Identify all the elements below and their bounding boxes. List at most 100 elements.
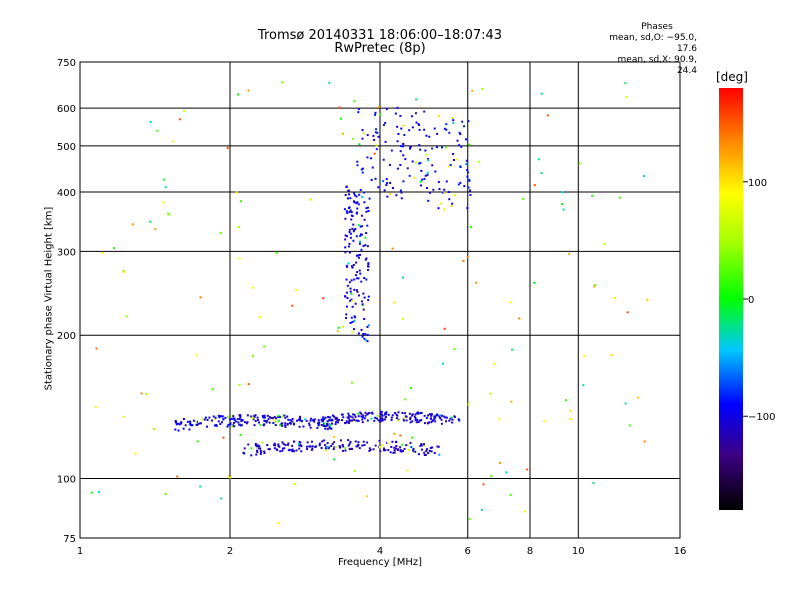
echo-point [399, 434, 402, 437]
echo-point [176, 475, 179, 478]
echo-point [451, 202, 454, 205]
echo-point [471, 89, 474, 92]
echo-point [272, 421, 275, 424]
echo-point [389, 181, 392, 184]
echo-point [399, 114, 402, 117]
echo-point [348, 242, 351, 245]
echo-point [349, 299, 352, 302]
colorbar [719, 88, 743, 510]
echo-point [247, 443, 250, 446]
echo-point [376, 414, 379, 417]
echo-point [247, 383, 250, 386]
echo-point [382, 158, 385, 161]
echo-point [363, 444, 366, 447]
echo-point [624, 402, 627, 405]
echo-point [461, 120, 464, 123]
echo-point [368, 197, 371, 200]
echo-point [400, 145, 403, 148]
echo-point [427, 199, 430, 202]
echo-point [380, 419, 383, 422]
echo-point [420, 411, 423, 414]
echo-point [328, 419, 331, 422]
echo-point [279, 450, 282, 453]
echo-point [443, 415, 446, 418]
echo-point [374, 416, 377, 419]
echo-point [419, 148, 422, 151]
echo-point [358, 240, 361, 243]
echo-point [434, 420, 437, 423]
echo-point [419, 161, 422, 164]
x-axis-label: Frequency [MHz] [337, 557, 423, 568]
echo-point [409, 416, 412, 419]
echo-point [412, 447, 415, 450]
echo-point [408, 174, 411, 177]
echo-point [313, 420, 316, 423]
echo-point [425, 153, 428, 156]
echo-point [274, 444, 277, 447]
echo-point [396, 414, 399, 417]
echo-point [447, 165, 450, 168]
echo-point [263, 416, 266, 419]
echo-point [411, 160, 414, 163]
echo-point [345, 264, 348, 267]
echo-point [385, 413, 388, 416]
echo-point [385, 178, 388, 181]
echo-point [396, 106, 399, 109]
echo-point [403, 412, 406, 415]
echo-point [357, 254, 360, 257]
echo-point [298, 444, 301, 447]
echo-point [399, 164, 402, 167]
echo-point [393, 411, 396, 414]
plot-grid [80, 62, 680, 538]
echo-point [561, 203, 564, 206]
echo-point [291, 444, 294, 447]
echo-point [324, 449, 327, 452]
echo-point [410, 446, 413, 449]
echo-point [365, 278, 368, 281]
echo-point [564, 399, 567, 402]
phase-stats-heading: Phases [641, 22, 673, 32]
echo-point [298, 447, 301, 450]
echo-point [457, 183, 460, 186]
echo-point [349, 290, 352, 293]
echo-point [226, 146, 229, 149]
echo-point [322, 416, 325, 419]
echo-point [387, 449, 390, 452]
echo-point [250, 454, 253, 457]
echo-point [360, 415, 363, 418]
echo-point [277, 414, 280, 417]
echo-point [366, 419, 369, 422]
echo-point [444, 416, 447, 419]
echo-point [450, 205, 453, 208]
echo-point [204, 416, 207, 419]
echo-point [412, 176, 415, 179]
echo-point [351, 299, 354, 302]
echo-point [603, 242, 606, 245]
echo-point [418, 128, 421, 131]
echo-point [526, 468, 529, 471]
echo-point [433, 127, 436, 130]
y-tick-label: 750 [57, 58, 76, 69]
echo-point [468, 178, 471, 181]
echo-point [406, 443, 409, 446]
echo-point [263, 419, 266, 422]
echo-point [400, 127, 403, 130]
echo-point [234, 420, 237, 423]
echo-point [299, 444, 302, 447]
echo-point [524, 510, 527, 513]
echo-point [363, 337, 366, 340]
echo-point [281, 415, 284, 418]
echo-point [131, 223, 134, 226]
echo-point [363, 417, 366, 420]
echo-point [449, 163, 452, 166]
echo-point [400, 197, 403, 200]
echo-point [509, 301, 512, 304]
echo-point [349, 209, 352, 212]
echo-point [351, 320, 354, 323]
echo-point [293, 450, 296, 453]
echo-point [366, 340, 369, 343]
echo-point [353, 278, 356, 281]
echo-point [355, 212, 358, 215]
echo-point [344, 422, 347, 425]
echo-point [331, 414, 334, 417]
